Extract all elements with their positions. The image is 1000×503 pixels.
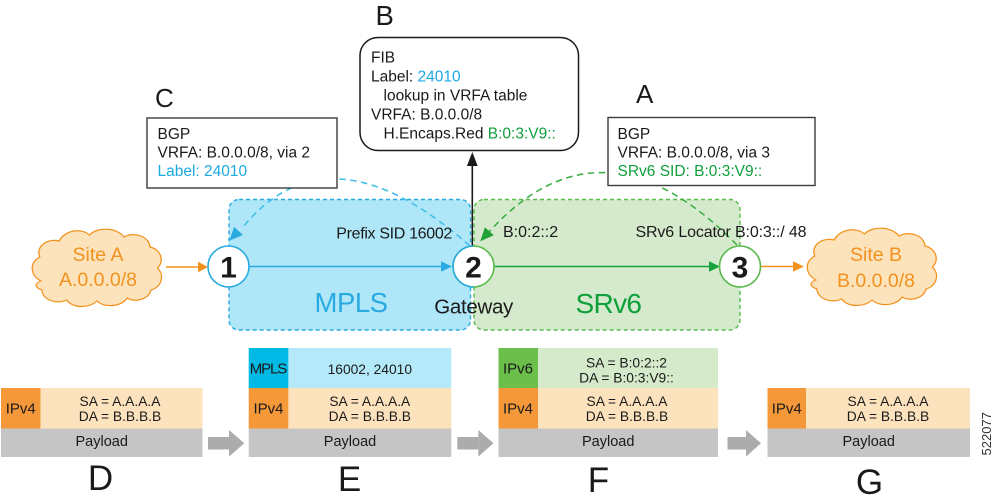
svg-text:IPv4: IPv4 (6, 401, 36, 418)
svg-text:G: G (856, 463, 883, 502)
svg-text:DA = B:0:3:V9::: DA = B:0:3:V9:: (579, 371, 674, 386)
svg-text:Label: 24010: Label: 24010 (158, 163, 248, 180)
svg-text:H.Encaps.Red B:0:3:V9::: H.Encaps.Red B:0:3:V9:: (384, 125, 556, 142)
svg-text:SA = B:0:2::2: SA = B:0:2::2 (586, 356, 667, 371)
svg-text:1: 1 (220, 252, 237, 285)
svg-text:Payload: Payload (75, 434, 127, 450)
svg-text:SRv6 Locator B:0:3::/ 48: SRv6 Locator B:0:3::/ 48 (636, 224, 807, 241)
svg-text:DA = B.B.B.B: DA = B.B.B.B (847, 409, 929, 424)
svg-text:Site A: Site A (73, 244, 124, 266)
svg-text:A.0.0.0/8: A.0.0.0/8 (59, 269, 137, 291)
svg-text:2: 2 (465, 252, 482, 285)
svg-text:Payload: Payload (842, 434, 894, 450)
svg-text:Payload: Payload (582, 434, 634, 450)
svg-text:FIB: FIB (371, 50, 395, 67)
svg-text:Payload: Payload (324, 434, 376, 450)
svg-text:VRFA: B.0.0.0/8, via 3: VRFA: B.0.0.0/8, via 3 (618, 145, 771, 162)
svg-text:3: 3 (732, 252, 749, 285)
svg-text:SA = A.A.A.A: SA = A.A.A.A (848, 394, 930, 409)
svg-text:A: A (636, 79, 654, 109)
svg-text:522077: 522077 (979, 412, 994, 455)
svg-text:SA = A.A.A.A: SA = A.A.A.A (80, 394, 162, 409)
svg-text:Site B: Site B (850, 244, 902, 266)
svg-text:IPv4: IPv4 (772, 401, 802, 418)
svg-text:16002, 24010: 16002, 24010 (328, 362, 413, 377)
svg-text:MPLS: MPLS (315, 287, 389, 318)
svg-text:Gateway: Gateway (434, 295, 514, 318)
svg-text:E: E (338, 460, 361, 499)
svg-text:VRFA: B.0.0.0/8: VRFA: B.0.0.0/8 (371, 107, 482, 124)
svg-text:D: D (88, 459, 113, 498)
svg-text:BGP: BGP (158, 126, 191, 143)
svg-text:DA = B.B.B.B: DA = B.B.B.B (79, 409, 161, 424)
svg-text:MPLS: MPLS (250, 361, 288, 378)
svg-text:B.0.0.0/8: B.0.0.0/8 (837, 270, 915, 292)
svg-text:Label: 24010: Label: 24010 (371, 69, 461, 86)
svg-text:B: B (376, 0, 394, 31)
svg-text:SRv6 SID: B:0:3:V9::: SRv6 SID: B:0:3:V9:: (618, 163, 763, 180)
svg-text:lookup in VRFA table: lookup in VRFA table (384, 88, 528, 105)
svg-text:SA = A.A.A.A: SA = A.A.A.A (587, 394, 669, 409)
svg-text:IPv4: IPv4 (503, 401, 533, 418)
svg-text:SRv6: SRv6 (576, 288, 643, 319)
svg-text:DA = B.B.B.B: DA = B.B.B.B (329, 409, 411, 424)
svg-text:DA = B.B.B.B: DA = B.B.B.B (586, 409, 668, 424)
svg-text:IPv6: IPv6 (503, 361, 533, 378)
svg-text:Prefix SID 16002: Prefix SID 16002 (336, 225, 452, 242)
svg-text:B:0:2::2: B:0:2::2 (503, 224, 558, 241)
svg-text:F: F (588, 461, 609, 500)
svg-text:C: C (155, 83, 174, 113)
svg-text:VRFA: B.0.0.0/8, via 2: VRFA: B.0.0.0/8, via 2 (158, 145, 311, 162)
svg-text:IPv4: IPv4 (253, 401, 283, 418)
svg-text:BGP: BGP (618, 126, 651, 143)
svg-text:SA = A.A.A.A: SA = A.A.A.A (329, 394, 411, 409)
